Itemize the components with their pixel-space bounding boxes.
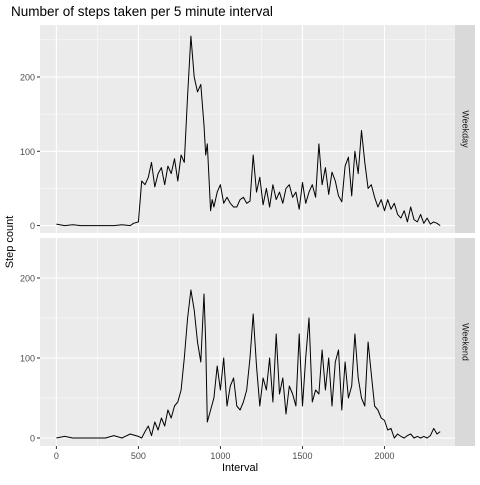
x-tick-label: 2000 <box>374 451 394 461</box>
facet-label-weekday: Weekday <box>461 110 471 148</box>
chart-title: Number of steps taken per 5 minute inter… <box>11 4 273 19</box>
series-line-weekday <box>56 35 441 227</box>
y-tick-label: 100 <box>20 354 35 364</box>
x-tick-label: 0 <box>54 451 59 461</box>
y-tick-label: 0 <box>30 221 35 231</box>
x-tick-label: 1500 <box>292 451 312 461</box>
facet-strip-weekday <box>455 25 475 233</box>
facet-label-weekend: Weekend <box>461 323 471 361</box>
y-tick-label: 200 <box>20 73 35 83</box>
x-tick-label: 1000 <box>210 451 230 461</box>
panel-background-weekend <box>40 238 455 446</box>
panel-background-weekday <box>40 25 455 233</box>
x-tick-label: 500 <box>131 451 146 461</box>
x-axis-label: Interval <box>221 462 259 474</box>
y-tick-label: 200 <box>20 274 35 284</box>
y-tick-label: 100 <box>20 147 35 157</box>
series-line-weekend <box>56 289 441 439</box>
facet-strip-weekend <box>455 238 475 446</box>
y-tick-label: 0 <box>30 434 35 444</box>
y-axis-label: Step count <box>4 215 16 269</box>
